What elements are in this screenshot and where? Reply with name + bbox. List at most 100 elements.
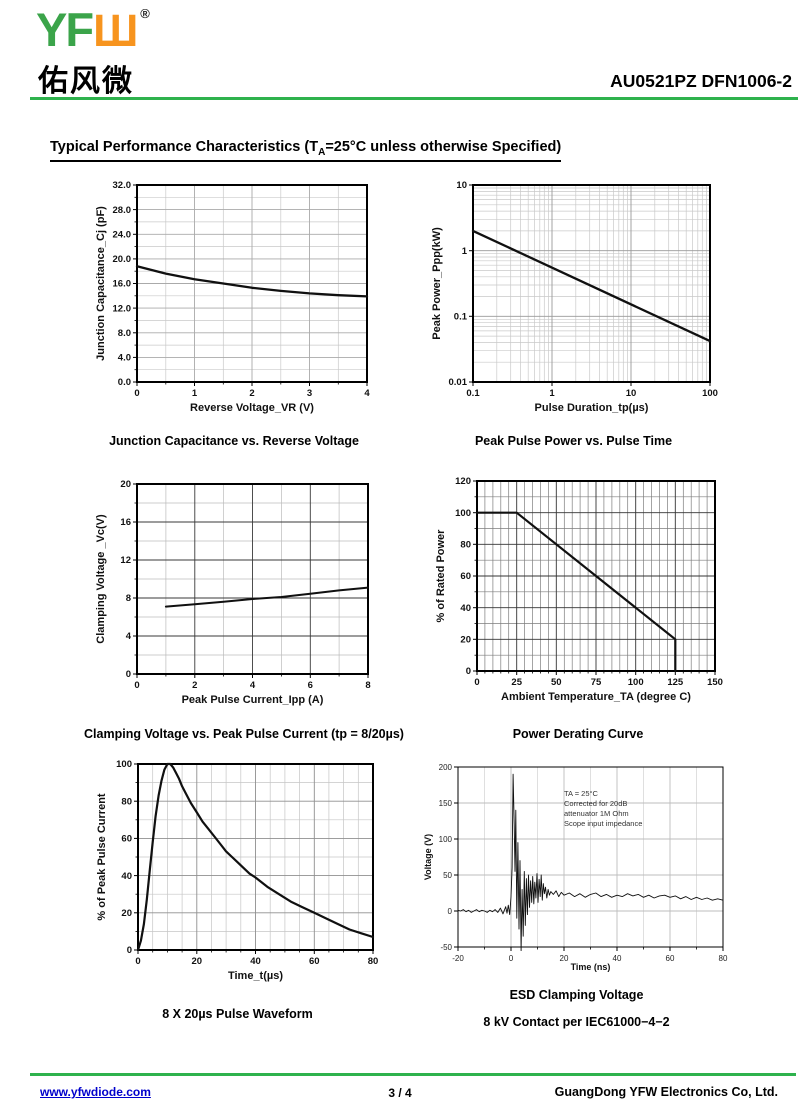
svg-text:0: 0 bbox=[127, 945, 132, 956]
svg-text:120: 120 bbox=[455, 476, 471, 487]
svg-text:0.1: 0.1 bbox=[466, 388, 480, 399]
caption-pulse-waveform: 8 X 20µs Pulse Waveform bbox=[162, 1007, 313, 1021]
svg-text:attenuator 1M Ohm: attenuator 1M Ohm bbox=[564, 809, 629, 818]
section-title: Typical Performance Characteristics (TA=… bbox=[50, 139, 562, 162]
logo-chinese-name: 佑风微 bbox=[38, 64, 134, 99]
svg-text:40: 40 bbox=[121, 871, 132, 882]
svg-text:0.0: 0.0 bbox=[118, 377, 131, 388]
svg-text:80: 80 bbox=[368, 956, 379, 967]
svg-text:0: 0 bbox=[134, 680, 139, 691]
caption-peak-pulse-power: Peak Pulse Power vs. Pulse Time bbox=[474, 434, 673, 448]
svg-text:32.0: 32.0 bbox=[113, 180, 132, 191]
svg-text:40: 40 bbox=[613, 954, 622, 963]
svg-text:100: 100 bbox=[628, 677, 644, 688]
svg-text:1: 1 bbox=[462, 246, 468, 257]
header-rule bbox=[30, 97, 798, 100]
svg-text:0: 0 bbox=[126, 669, 131, 680]
svg-text:75: 75 bbox=[591, 677, 602, 688]
svg-text:40: 40 bbox=[250, 956, 261, 967]
svg-text:150: 150 bbox=[707, 677, 723, 688]
logo-yf-text: YF bbox=[36, 3, 94, 56]
svg-text:200: 200 bbox=[439, 763, 453, 772]
svg-text:4: 4 bbox=[126, 631, 132, 642]
svg-text:4.0: 4.0 bbox=[118, 353, 131, 364]
svg-text:% of Rated Power: % of Rated Power bbox=[435, 529, 447, 623]
svg-text:12.0: 12.0 bbox=[113, 303, 132, 314]
svg-text:10: 10 bbox=[626, 388, 637, 399]
svg-text:20: 20 bbox=[121, 908, 132, 919]
caption-clamping-voltage: Clamping Voltage vs. Peak Pulse Current … bbox=[84, 727, 404, 741]
svg-text:20: 20 bbox=[120, 479, 131, 490]
svg-text:40: 40 bbox=[460, 603, 471, 614]
svg-text:12: 12 bbox=[120, 555, 131, 566]
esd-clamping-chart: -20 0 20 40 60 80 -50 0 50 100 150 200 Time (ns) Volt… bbox=[420, 761, 733, 983]
section-title-sub: A bbox=[318, 146, 326, 158]
svg-text:Pulse Duration_tp(µs): Pulse Duration_tp(µs) bbox=[535, 402, 649, 414]
svg-text:24.0: 24.0 bbox=[113, 230, 132, 241]
section-title-pre: Typical Performance Characteristics (T bbox=[50, 139, 319, 155]
svg-text:100: 100 bbox=[439, 835, 453, 844]
svg-text:80: 80 bbox=[719, 954, 728, 963]
clamping-voltage-chart: 0 2 4 6 8 0 4 8 12 16 20 Peak Pulse Current_Ipp (A)… bbox=[91, 478, 378, 718]
svg-text:Corrected for 20dB: Corrected for 20dB bbox=[564, 799, 627, 808]
power-derating-chart: 0 25 50 75 100 125 150 0 20 40 60 80 100 120 Ambient T… bbox=[431, 475, 725, 715]
caption-power-derating: Power Derating Curve bbox=[512, 727, 644, 741]
svg-text:50: 50 bbox=[551, 677, 562, 688]
svg-text:10: 10 bbox=[456, 180, 467, 191]
svg-text:0: 0 bbox=[474, 677, 479, 688]
svg-text:20.0: 20.0 bbox=[113, 254, 132, 265]
svg-text:Voltage (V): Voltage (V) bbox=[423, 834, 433, 880]
svg-text:60: 60 bbox=[309, 956, 320, 967]
svg-text:60: 60 bbox=[666, 954, 675, 963]
pulse-waveform-chart: 0 20 40 60 80 0 20 40 60 80 100 Time_t(µs) % of Peak… bbox=[92, 758, 383, 994]
svg-text:0.01: 0.01 bbox=[449, 377, 468, 388]
svg-text:6: 6 bbox=[308, 680, 313, 691]
caption-esd-standard: 8 kV Contact per IEC61000−4−2 bbox=[483, 1015, 670, 1029]
svg-text:60: 60 bbox=[460, 571, 471, 582]
svg-text:20: 20 bbox=[460, 635, 471, 646]
svg-text:8: 8 bbox=[126, 593, 131, 604]
svg-text:8.0: 8.0 bbox=[118, 328, 131, 339]
svg-text:-20: -20 bbox=[452, 954, 464, 963]
svg-text:-50: -50 bbox=[440, 943, 452, 952]
svg-text:0.1: 0.1 bbox=[454, 312, 468, 323]
svg-text:Reverse Voltage_VR (V): Reverse Voltage_VR (V) bbox=[190, 402, 314, 414]
website-link[interactable]: www.yfwdiode.com bbox=[40, 1085, 151, 1099]
svg-text:Junction Capacitance_Cj (pF): Junction Capacitance_Cj (pF) bbox=[95, 206, 107, 361]
svg-text:Time_t(µs): Time_t(µs) bbox=[228, 970, 283, 982]
svg-text:0: 0 bbox=[135, 956, 140, 967]
svg-text:2: 2 bbox=[249, 388, 254, 399]
caption-junction-capacitance: Junction Capacitance vs. Reverse Voltage bbox=[109, 434, 359, 448]
svg-text:60: 60 bbox=[121, 834, 132, 845]
svg-text:0: 0 bbox=[466, 666, 471, 677]
svg-text:1: 1 bbox=[549, 388, 555, 399]
svg-text:25: 25 bbox=[511, 677, 522, 688]
company-logo: YFШ ® bbox=[36, 6, 150, 53]
part-number: AU0521PZ DFN1006-2 bbox=[610, 71, 792, 91]
svg-text:80: 80 bbox=[460, 540, 471, 551]
svg-text:Ambient Temperature_TA (degree: Ambient Temperature_TA (degree C) bbox=[501, 691, 691, 703]
clamping-voltage-plot: 0 2 4 6 8 0 4 8 12 16 20 Peak Pulse Current_Ipp (A)… bbox=[95, 479, 371, 706]
svg-text:0: 0 bbox=[509, 954, 514, 963]
section-title-post: =25°C unless otherwise Specified) bbox=[325, 139, 562, 155]
junction-capacitance-plot: 0 1 2 3 4 0.0 4.0 8.0 12.0 16.0 20.0 24.0 28.0 32.0 Re… bbox=[95, 180, 370, 414]
power-derating-plot: 0 25 50 75 100 125 150 0 20 40 60 80 100 120 Ambient T… bbox=[435, 476, 723, 703]
svg-text:% of Peak Pulse Current: % of Peak Pulse Current bbox=[96, 793, 108, 920]
svg-text:100: 100 bbox=[116, 759, 132, 770]
svg-text:2: 2 bbox=[192, 680, 197, 691]
svg-text:4: 4 bbox=[364, 388, 370, 399]
svg-text:16.0: 16.0 bbox=[113, 279, 132, 290]
logo-w-icon: Ш bbox=[93, 5, 139, 56]
svg-text:125: 125 bbox=[667, 677, 684, 688]
caption-esd-clamping: ESD Clamping Voltage bbox=[509, 988, 644, 1002]
svg-text:100: 100 bbox=[455, 508, 471, 519]
svg-text:4: 4 bbox=[250, 680, 256, 691]
svg-text:TA = 25°C: TA = 25°C bbox=[564, 789, 599, 798]
page-number: 3 / 4 bbox=[388, 1086, 412, 1100]
svg-text:20: 20 bbox=[192, 956, 203, 967]
svg-text:Time (ns): Time (ns) bbox=[571, 962, 611, 972]
svg-text:Peak Power_Ppp(kW): Peak Power_Ppp(kW) bbox=[431, 227, 443, 340]
svg-text:80: 80 bbox=[121, 796, 132, 807]
svg-text:28.0: 28.0 bbox=[113, 205, 132, 216]
